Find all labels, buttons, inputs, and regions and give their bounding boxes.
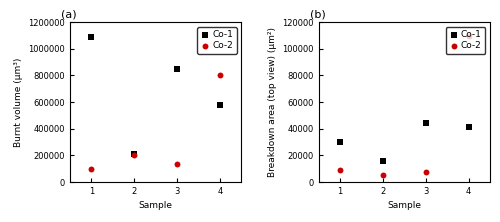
Co-2 <box>379 173 387 176</box>
Y-axis label: Breakdown area (top view) (μm²): Breakdown area (top view) (μm²) <box>268 27 276 177</box>
X-axis label: Sample: Sample <box>138 201 172 210</box>
Co-1 <box>130 152 138 156</box>
Co-2 <box>216 74 224 77</box>
Co-2 <box>336 168 344 172</box>
Co-2 <box>88 168 96 171</box>
Co-1 <box>422 122 430 125</box>
Co-1 <box>336 140 344 144</box>
Text: (a): (a) <box>62 9 77 19</box>
Legend: Co-1, Co-2: Co-1, Co-2 <box>446 27 486 54</box>
X-axis label: Sample: Sample <box>388 201 422 210</box>
Co-1 <box>464 126 472 129</box>
Legend: Co-1, Co-2: Co-1, Co-2 <box>197 27 237 54</box>
Co-2 <box>464 34 472 37</box>
Co-2 <box>422 170 430 174</box>
Co-1 <box>379 159 387 163</box>
Y-axis label: Burnt volume (μm³): Burnt volume (μm³) <box>14 57 23 147</box>
Text: (b): (b) <box>310 9 326 19</box>
Co-1 <box>88 35 96 39</box>
Co-2 <box>130 153 138 157</box>
Co-1 <box>173 67 181 71</box>
Co-2 <box>173 162 181 166</box>
Co-1 <box>216 103 224 107</box>
